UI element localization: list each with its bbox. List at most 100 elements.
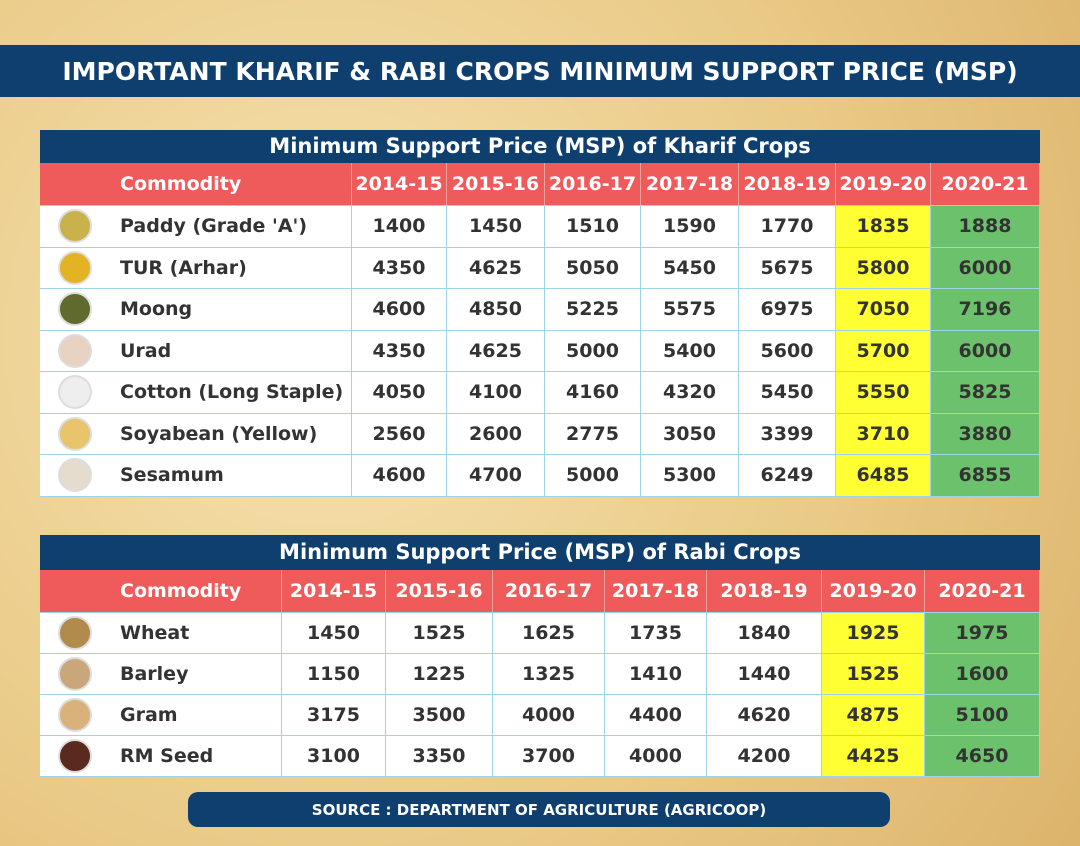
crop-icon xyxy=(58,616,92,650)
crop-icon xyxy=(58,739,92,773)
table-row: Cotton (Long Staple) 4050 4100 4160 4320 5450… xyxy=(40,372,1040,414)
price-cell: 4600 xyxy=(352,455,447,496)
column-header: 2014-15 xyxy=(352,163,447,205)
page-title: IMPORTANT KHARIF & RABI CROPS MINIMUM SU… xyxy=(0,45,1080,97)
price-cell: 1625 xyxy=(493,613,605,653)
price-cell: 1225 xyxy=(386,654,493,694)
price-cell: 3350 xyxy=(386,736,493,776)
crop-icon xyxy=(58,333,92,368)
table-row: Paddy (Grade 'A') 1400 1450 1510 1590 1770 183… xyxy=(40,206,1040,248)
price-cell: 2775 xyxy=(545,413,641,454)
column-header: 2014-15 xyxy=(282,570,386,612)
header-row: Commodity 2014-15 2015-16 2016-17 2017-18 201… xyxy=(40,163,1040,206)
price-cell: 4160 xyxy=(545,372,641,413)
price-cell: 4600 xyxy=(352,289,447,330)
price-cell: 3700 xyxy=(493,736,605,776)
price-cell: 1975 xyxy=(925,613,1040,653)
price-cell: 1440 xyxy=(707,654,822,694)
price-cell: 4650 xyxy=(925,736,1040,776)
price-cell: 1150 xyxy=(282,654,386,694)
crop-icon xyxy=(58,292,92,327)
price-cell: 5400 xyxy=(641,330,739,371)
column-header: 2018-19 xyxy=(739,163,836,205)
price-cell: 1410 xyxy=(605,654,707,694)
price-cell: 5100 xyxy=(925,695,1040,735)
price-cell: 3399 xyxy=(739,413,836,454)
table-row: Sesamum 4600 4700 5000 5300 6249 6485 6855 xyxy=(40,455,1040,497)
crop-icon xyxy=(58,698,92,732)
commodity-name: Sesamum xyxy=(110,455,352,496)
icon-cell xyxy=(40,455,110,496)
commodity-name: Wheat xyxy=(110,613,282,653)
table-row: Wheat 1450 1525 1625 1735 1840 1925 1975 xyxy=(40,613,1040,654)
icon-cell xyxy=(40,163,110,205)
commodity-name: TUR (Arhar) xyxy=(110,247,352,288)
price-cell: 3175 xyxy=(282,695,386,735)
table-title: Minimum Support Price (MSP) of Kharif Cr… xyxy=(40,130,1040,163)
commodity-name: Urad xyxy=(110,330,352,371)
commodity-name: RM Seed xyxy=(110,736,282,776)
price-cell: 4400 xyxy=(605,695,707,735)
price-cell: 1770 xyxy=(739,206,836,247)
icon-cell xyxy=(40,248,110,289)
price-cell: 4200 xyxy=(707,736,822,776)
price-cell: 4350 xyxy=(352,247,447,288)
crop-icon xyxy=(58,375,92,410)
price-cell: 4350 xyxy=(352,330,447,371)
column-header: Commodity xyxy=(110,163,352,205)
price-cell: 3880 xyxy=(931,413,1040,454)
price-cell: 2560 xyxy=(352,413,447,454)
price-cell: 4625 xyxy=(447,247,545,288)
price-cell: 2600 xyxy=(447,413,545,454)
price-cell: 6975 xyxy=(739,289,836,330)
column-header: 2015-16 xyxy=(447,163,545,205)
price-cell: 6855 xyxy=(931,455,1040,496)
column-header: 2015-16 xyxy=(386,570,493,612)
price-cell: 1400 xyxy=(352,206,447,247)
column-header: 2016-17 xyxy=(545,163,641,205)
price-cell: 5675 xyxy=(739,247,836,288)
price-cell: 1600 xyxy=(925,654,1040,694)
price-cell: 1835 xyxy=(836,206,931,247)
price-cell: 1450 xyxy=(282,613,386,653)
price-cell: 4320 xyxy=(641,372,739,413)
price-cell: 4700 xyxy=(447,455,545,496)
column-header: 2016-17 xyxy=(493,570,605,612)
price-cell: 5825 xyxy=(931,372,1040,413)
price-cell: 4875 xyxy=(822,695,925,735)
column-header: Commodity xyxy=(110,570,282,612)
icon-cell xyxy=(40,570,110,612)
crop-icon xyxy=(58,209,92,244)
rabi-table: Minimum Support Price (MSP) of Rabi Crop… xyxy=(40,535,1040,777)
price-cell: 4425 xyxy=(822,736,925,776)
price-cell: 7050 xyxy=(836,289,931,330)
price-cell: 4620 xyxy=(707,695,822,735)
price-cell: 5700 xyxy=(836,330,931,371)
icon-cell xyxy=(40,654,110,694)
commodity-name: Barley xyxy=(110,654,282,694)
commodity-name: Moong xyxy=(110,289,352,330)
column-header: 2017-18 xyxy=(641,163,739,205)
price-cell: 3710 xyxy=(836,413,931,454)
price-cell: 1450 xyxy=(447,206,545,247)
icon-cell xyxy=(40,289,110,330)
price-cell: 6000 xyxy=(931,330,1040,371)
price-cell: 4625 xyxy=(447,330,545,371)
price-cell: 1525 xyxy=(386,613,493,653)
column-header: 2019-20 xyxy=(836,163,931,205)
icon-cell xyxy=(40,414,110,455)
price-cell: 4050 xyxy=(352,372,447,413)
crop-icon xyxy=(58,416,92,451)
price-cell: 1325 xyxy=(493,654,605,694)
price-cell: 5050 xyxy=(545,247,641,288)
price-cell: 3100 xyxy=(282,736,386,776)
price-cell: 7196 xyxy=(931,289,1040,330)
price-cell: 5000 xyxy=(545,455,641,496)
price-cell: 5225 xyxy=(545,289,641,330)
price-cell: 6000 xyxy=(931,247,1040,288)
icon-cell xyxy=(40,695,110,735)
header-row: Commodity 2014-15 2015-16 2016-17 2017-18 201… xyxy=(40,570,1040,613)
table-row: Barley 1150 1225 1325 1410 1440 1525 1600 xyxy=(40,654,1040,695)
crop-icon xyxy=(58,250,92,285)
